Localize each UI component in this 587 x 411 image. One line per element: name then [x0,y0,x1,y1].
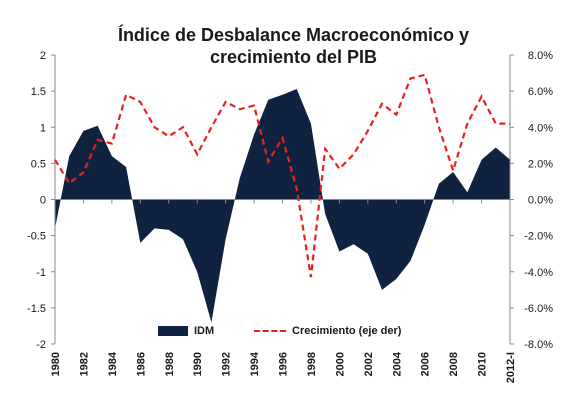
x-tick-label: 2002 [363,352,375,376]
left-tick-label: 0 [40,195,46,207]
right-tick-label: 4.0% [528,122,553,134]
left-tick-label: 1 [40,122,46,134]
chart-subtitle: crecimiento del PIB [209,47,378,67]
x-tick-label: 1984 [107,351,119,376]
x-tick-label: 1994 [249,351,261,376]
right-tick-label: -8.0% [524,339,553,351]
chart-title: Índice de Desbalance Macroeconómico y [117,25,470,45]
right-tick-label: 0.0% [528,195,553,207]
right-tick-label: 6.0% [528,86,553,98]
x-tick-label: 1990 [192,352,204,376]
x-tick-label: 2000 [334,352,346,376]
x-tick-label: 1992 [221,352,233,376]
x-tick-label: 2010 [477,352,489,376]
left-tick-label: -1 [36,267,46,279]
x-tick-label: 1982 [78,352,90,376]
x-tick-label: 1996 [278,352,290,376]
right-tick-label: 8.0% [528,50,553,62]
idm-area [55,88,510,323]
growth-line [54,73,510,278]
legend-swatch-idm [158,326,188,336]
x-tick-label: 1998 [306,352,318,376]
legend-label-growth: Crecimiento (eje der) [292,325,402,337]
left-tick-label: 2 [40,50,46,62]
legend-label-idm: IDM [194,325,215,337]
right-tick-label: -6.0% [524,303,553,315]
left-tick-label: 1.5 [31,86,46,98]
x-tick-label: 2006 [420,352,432,376]
legend-swatch-growth [254,330,286,332]
legend-item-growth: Crecimiento (eje der) [254,323,401,339]
right-tick-label: -4.0% [524,267,553,279]
x-tick-label: 2008 [448,352,460,376]
right-tick-label: 2.0% [528,158,553,170]
left-tick-label: 0.5 [31,158,46,170]
right-tick-label: -2.0% [524,231,553,243]
x-tick-label: 2004 [391,351,403,376]
x-tick-label: 1988 [164,352,176,376]
x-tick-label: 1986 [135,352,147,376]
legend-item-idm: IDM [158,323,214,339]
x-tick-label: 2012-I [505,352,517,383]
left-tick-label: -1.5 [27,303,46,315]
x-tick-label: 1980 [50,352,62,376]
left-tick-label: -0.5 [27,231,46,243]
left-tick-label: -2 [36,339,46,351]
